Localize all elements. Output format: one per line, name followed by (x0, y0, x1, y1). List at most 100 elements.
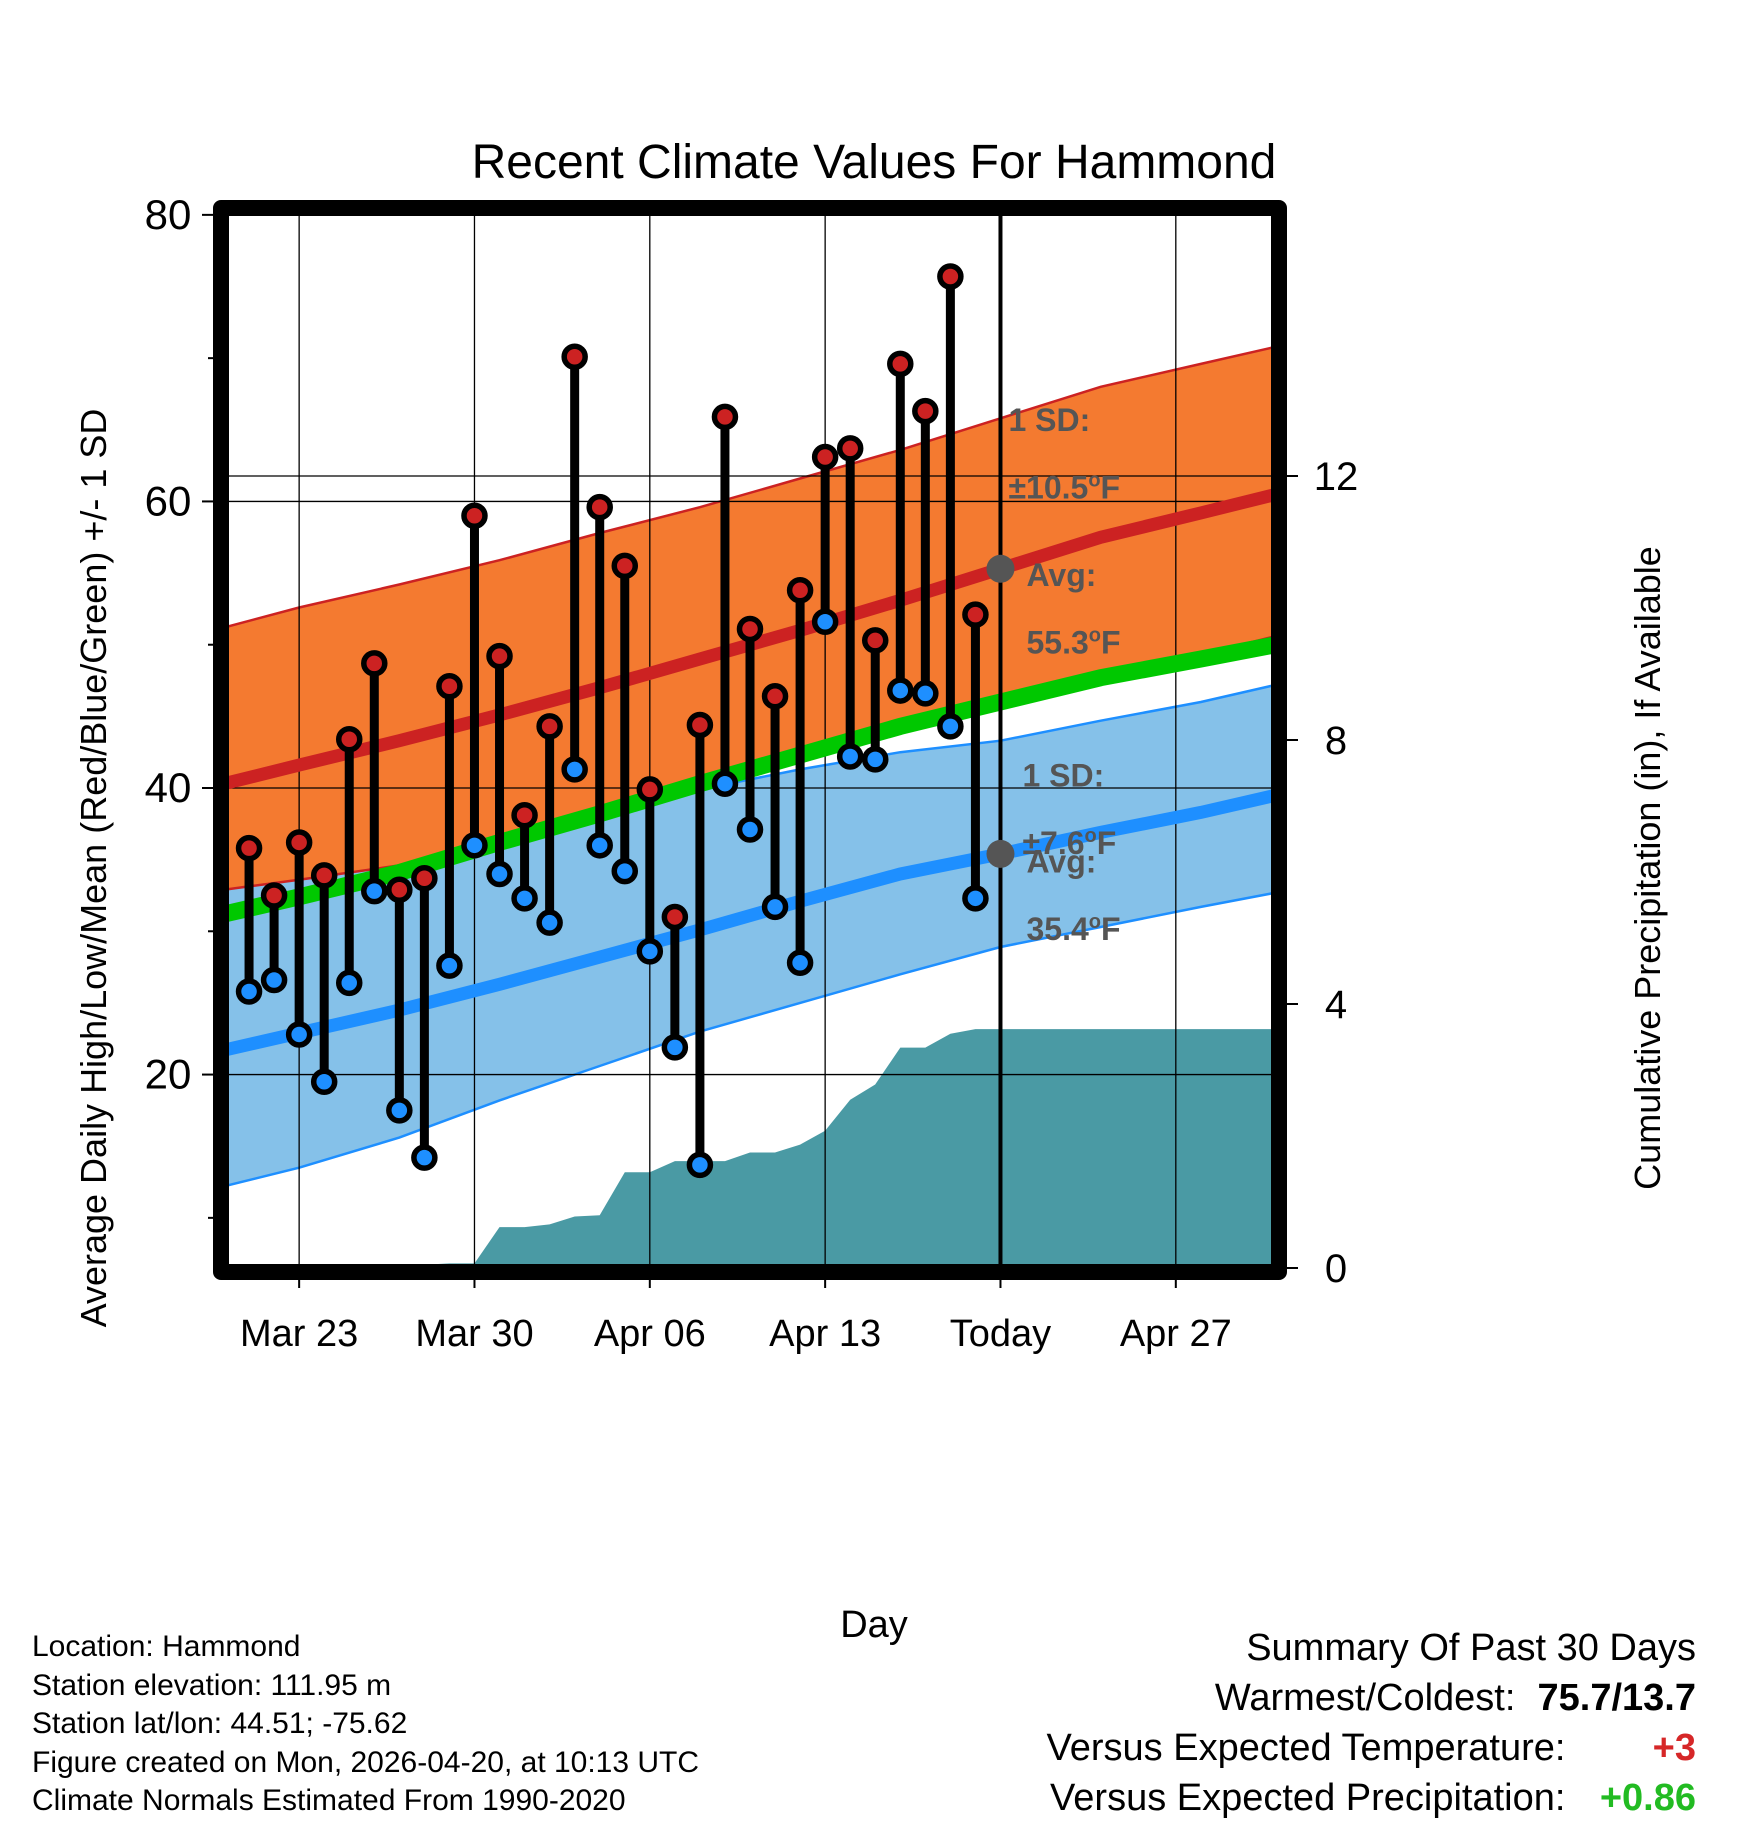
observed-high-point (611, 552, 639, 580)
observed-low-point (310, 1068, 338, 1095)
summary-warmest-coldest: Warmest/Coldest: 75.7/13.7 (1047, 1673, 1696, 1723)
observed-low-point (761, 893, 789, 921)
observed-low-point (661, 1034, 689, 1061)
observed-high-point (285, 829, 313, 856)
y2-tick-label: 0 (1325, 1247, 1347, 1291)
x-tick-label: Apr 27 (1120, 1313, 1232, 1355)
observed-low-point (836, 743, 864, 770)
low-avg-marker (986, 839, 1015, 868)
x-tick-label: Today (950, 1313, 1051, 1355)
info-normals: Climate Normals Estimated From 1990-2020 (32, 1784, 626, 1817)
temperature-anomaly-label: Versus Expected Temperature: (1046, 1727, 1566, 1769)
y2-tick-label: 12 (1314, 455, 1359, 499)
observed-low-point (636, 938, 664, 965)
observed-low-point (912, 680, 939, 707)
observed-high-point (887, 350, 914, 378)
high-avg-marker (986, 554, 1015, 583)
observed-high-point (836, 435, 864, 462)
observed-high-point (310, 862, 338, 889)
observed-high-point (461, 502, 488, 530)
observed-high-point (436, 673, 463, 700)
y-tick-label: 20 (145, 1051, 192, 1098)
y2-axis-label: Cumulative Precipitation (in), If Availa… (1627, 546, 1668, 1190)
x-tick-label: Apr 06 (594, 1313, 706, 1355)
low-band-lower-edge (224, 891, 1276, 1188)
observed-high-point (411, 865, 438, 892)
observed-low-point (260, 966, 288, 994)
observed-high-point (586, 493, 613, 521)
observed-high-point (937, 263, 964, 290)
info-elevation: Station elevation: 111.95 m (32, 1668, 392, 1702)
observed-low-point (611, 857, 639, 885)
low-avg-value: 35.4oF (1026, 911, 1120, 947)
plot-frame (213, 200, 1287, 1280)
observed-low-point (461, 832, 488, 859)
y-tick-label: 60 (145, 477, 192, 524)
observed-low-point (937, 713, 964, 740)
observed-high-point (636, 776, 664, 803)
high-sd-value: ±10.5oF (1008, 470, 1120, 506)
low-sd-value: ±7.6oF (1022, 825, 1116, 861)
info-location: Location: Hammond (32, 1630, 301, 1663)
chart-title: Recent Climate Values For Hammond (472, 136, 1277, 189)
observed-low-point (861, 746, 889, 773)
observed-low-point (786, 949, 814, 977)
window-days-label-2: Days (1012, 1426, 1093, 1464)
y-tick-label: 80 (145, 191, 192, 238)
observed-low-point (361, 877, 388, 905)
observed-low-point (335, 969, 363, 997)
observed-high-point (761, 683, 789, 710)
observed-low-point (811, 608, 839, 636)
summary-precipitation: Versus Expected Precipitation: +0.86 (1047, 1773, 1696, 1823)
observed-low-point (411, 1144, 438, 1171)
summary-title: Summary Of Past 30 Days (1246, 1627, 1696, 1669)
observed-high-point (511, 801, 538, 829)
precipitation-area (224, 1029, 1276, 1268)
observed-low-point (887, 677, 914, 704)
y2-tick-label: 8 (1325, 719, 1347, 763)
precipitation-anomaly-label: Versus Expected Precipitation: (1050, 1777, 1566, 1819)
x-axis-label: Day (840, 1604, 908, 1646)
observed-low-point (962, 885, 989, 912)
observed-low-point (536, 909, 563, 936)
observed-low-point (511, 885, 538, 912)
summary-temperature: Versus Expected Temperature: +3 (1047, 1723, 1696, 1773)
x-tick-label: Mar 23 (240, 1313, 358, 1355)
high-avg-value: 55.3oF (1026, 624, 1120, 660)
observed-high-point (962, 601, 989, 628)
y-axis-label: Average Daily High/Low/Mean (Red/Blue/Gr… (73, 409, 114, 1328)
observed-low-point (436, 952, 463, 979)
observed-high-point (811, 443, 839, 471)
observed-high-point (686, 711, 714, 739)
low-sd-label: 1 SD: (1022, 758, 1104, 794)
warmest-coldest-value: 75.7/13.7 (1537, 1677, 1696, 1719)
info-created: Figure created on Mon, 2026-04-20, at 10… (32, 1745, 700, 1779)
warmest-coldest-label: Warmest/Coldest: (1214, 1677, 1516, 1719)
observed-high-point (361, 650, 388, 677)
y2-tick-label: 4 (1325, 983, 1347, 1027)
observed-low-point (736, 816, 764, 843)
observed-low-point (686, 1151, 714, 1179)
x-tick-label: Apr 13 (769, 1313, 881, 1355)
low-avg-label: Avg: (1026, 844, 1096, 880)
x-tick-label: Mar 30 (415, 1313, 533, 1355)
high-band-upper-edge (224, 345, 1276, 629)
observed-high-point (912, 397, 939, 425)
observed-high-point (786, 577, 814, 604)
observed-low-point (285, 1021, 313, 1048)
high-sd-label: 1 SD: (1008, 402, 1090, 438)
y-tick-label: 40 (145, 764, 192, 811)
observed-high-point (335, 726, 363, 753)
observed-high-point (861, 627, 889, 654)
temperature-anomaly-value: +3 (1652, 1727, 1696, 1769)
observed-high-point (386, 876, 413, 903)
observed-high-point (260, 882, 288, 909)
low-normal-line (224, 788, 1276, 1057)
observed-low-point (586, 832, 613, 859)
observed-high-point (736, 615, 764, 643)
observed-high-point (235, 834, 263, 862)
low-sd-band (224, 684, 1276, 1187)
station-info: Location: Hammond Station elevation: 111… (32, 1628, 699, 1821)
observed-low-point (711, 770, 739, 797)
